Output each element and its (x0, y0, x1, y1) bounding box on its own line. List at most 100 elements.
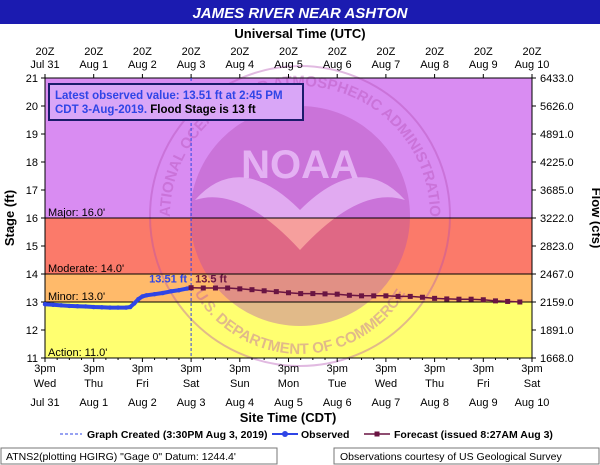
y2-axis-title: Flow (cfs) (589, 188, 600, 249)
x-tick-label-date: Aug 3 (177, 397, 206, 409)
forecast-point (371, 293, 377, 299)
observed-point (132, 301, 137, 306)
forecast-point (468, 296, 474, 302)
forecast-point (212, 285, 218, 291)
observed-point (140, 294, 145, 299)
y2-tick-label: 2467.0 (540, 269, 574, 281)
footer-datum-text: ATNS2(plotting HGIRG) "Gage 0" Datum: 12… (6, 451, 236, 463)
forecast-point (322, 291, 328, 297)
x2-tick-label-time: 20Z (279, 46, 298, 58)
x-tick-label-time: 3pm (424, 363, 445, 375)
y2-tick-label: 1668.0 (540, 353, 574, 365)
y2-tick-label: 3222.0 (540, 213, 574, 225)
observed-point (168, 289, 174, 294)
annotation-line-2: CDT 3-Aug-2019. Flood Stage is 13 ft (55, 104, 256, 116)
x2-tick-label-time: 20Z (84, 46, 103, 58)
x-tick-label-time: 3pm (34, 363, 55, 375)
y-tick-label: 20 (26, 101, 38, 113)
noaa-logo-outer-ring (149, 65, 451, 367)
x-tick-label-day: Thu (84, 378, 103, 390)
x-tick-label-time: 3pm (229, 363, 250, 375)
y2-tick-label: 4891.0 (540, 129, 574, 141)
x2-tick-label-date: Jul 31 (30, 59, 59, 71)
threshold-label: Major: 16.0' (48, 207, 105, 219)
x2-tick-label-date: Aug 1 (79, 59, 108, 71)
forecast-point (200, 285, 206, 291)
title-bar (0, 0, 600, 24)
observed-point (75, 304, 80, 309)
x-tick-label-time: 3pm (180, 363, 201, 375)
forecast-point (249, 287, 255, 293)
x-tick-label-time: 3pm (132, 363, 153, 375)
noaa-logo-bird (195, 177, 405, 250)
x-tick-label-time: 3pm (83, 363, 104, 375)
observed-point (50, 302, 56, 307)
forecast-point (273, 289, 279, 295)
y2-tick-label: 3685.0 (540, 185, 574, 197)
forecast-point (407, 293, 413, 299)
forecast-value-label: 13.5 ft (195, 274, 227, 286)
x2-tick-label-time: 20Z (328, 46, 347, 58)
observed-point (107, 305, 113, 310)
zone-flood (45, 218, 532, 274)
zone-minor (45, 302, 532, 358)
forecast-point (298, 291, 304, 297)
x-tick-label-date: Aug 8 (420, 397, 449, 409)
observed-value-label: 13.51 ft (149, 274, 187, 286)
x2-tick-label-date: Aug 6 (323, 59, 352, 71)
y2-tick-label: 2823.0 (540, 241, 574, 253)
x-tick-label-time: 3pm (473, 363, 494, 375)
x-tick-label-day: Tue (328, 378, 347, 390)
forecast-point (188, 285, 194, 291)
footer-credit-box (333, 447, 600, 465)
x2-tick-label-time: 20Z (474, 46, 493, 58)
noaa-logo-text: NOAA (241, 143, 359, 187)
forecast-point (286, 290, 291, 296)
y-tick-label: 14 (26, 269, 38, 281)
x2-tick-label-date: Aug 5 (274, 59, 303, 71)
y-tick-label: 18 (26, 157, 38, 169)
x-tick-label-date: Aug 1 (79, 397, 108, 409)
forecast-point (517, 299, 523, 305)
x-tick-label-date: Aug 2 (128, 397, 157, 409)
annotation-line-1: Latest observed value: 13.51 ft at 2:45 … (55, 90, 283, 102)
x-tick-label-date: Aug 7 (372, 397, 401, 409)
footer: ATNS2(plotting HGIRG) "Gage 0" Datum: 12… (0, 447, 600, 465)
observed-point (160, 290, 165, 296)
forecast-series-line (191, 286, 520, 303)
x2-tick-label-time: 20Z (230, 46, 249, 58)
x2-tick-label-time: 20Z (36, 46, 55, 58)
observed-point (59, 303, 64, 308)
x2-tick-label-date: Aug 4 (225, 59, 254, 71)
observed-point (99, 305, 105, 310)
forecast-point (492, 298, 498, 304)
legend-graph-created-label: Graph Created (3:30PM Aug 3, 2019) (87, 429, 268, 441)
observed-point (115, 305, 121, 310)
x-tick-label-date: Aug 9 (469, 397, 498, 409)
x2-tick-label-time: 20Z (133, 46, 152, 58)
forecast-point (334, 291, 340, 297)
footer-datum-box (0, 447, 278, 465)
x2-tick-label-time: 20Z (182, 46, 201, 58)
x-tick-label-day: Fri (136, 378, 149, 390)
observed-point (184, 286, 190, 291)
legend-forecast-marker (374, 431, 380, 437)
y2-tick-label: 6433.0 (540, 73, 574, 85)
forecast-point (505, 298, 511, 304)
chart-title: JAMES RIVER NEAR ASHTON (192, 5, 408, 22)
forecast-point (456, 296, 462, 302)
forecast-point (419, 294, 425, 300)
x-tick-label-time: 3pm (326, 363, 347, 375)
observed-point (136, 297, 141, 302)
flood-stage-zones (45, 78, 532, 358)
x2-tick-label-date: Aug 3 (177, 59, 206, 71)
x-tick-label-day: Wed (375, 378, 397, 390)
y-tick-label: 13 (26, 297, 38, 309)
legend-observed-marker (282, 431, 288, 437)
x2-tick-label-date: Aug 8 (420, 59, 449, 71)
forecast-point (237, 286, 243, 292)
forecast-point (346, 292, 352, 298)
observed-point (144, 293, 149, 298)
y-tick-label: 11 (27, 353, 38, 365)
x-tick-label-date: Aug 10 (515, 397, 550, 409)
